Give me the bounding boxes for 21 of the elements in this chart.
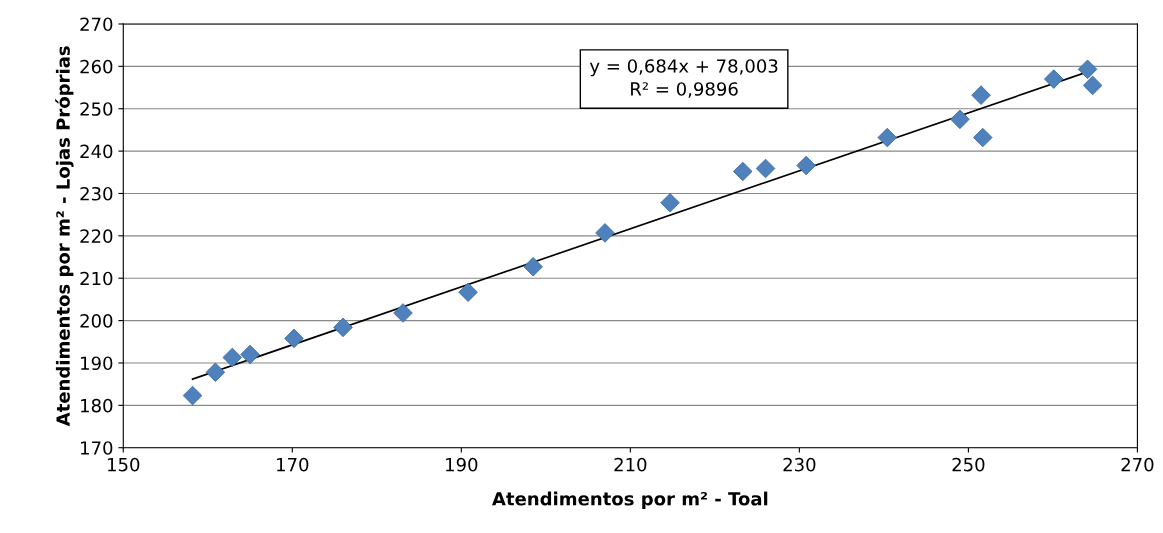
y-tick-label: 270 — [80, 17, 113, 32]
y-tick-label: 230 — [80, 186, 113, 201]
y-tick-label: 260 — [80, 59, 113, 74]
y-tick-label: 170 — [81, 441, 113, 455]
y-tick-label: 210 — [80, 271, 113, 286]
x-tick-label: 270 — [1121, 457, 1154, 472]
y-tick-label: 240 — [80, 144, 113, 159]
x-tick-label: 250 — [952, 457, 985, 472]
x-axis-title: Atendimentos por m² - Toal — [492, 491, 768, 510]
y-axis-title: Atendimentos por m² - Lojas Próprias — [55, 46, 74, 427]
y-tick-label: 250 — [80, 102, 113, 116]
y-tick-label: 200 — [80, 314, 113, 328]
y-tick-label: 220 — [80, 229, 113, 243]
x-tick-label: 230 — [783, 457, 816, 472]
y-tick-label: 180 — [81, 398, 113, 413]
annotation: y = 0,684x + 78,003 R² = 0,9896 — [589, 59, 778, 98]
x-tick-label: 210 — [614, 457, 647, 472]
x-tick-label: 150 — [108, 457, 140, 472]
x-tick-label: 170 — [277, 457, 309, 472]
y-tick-label: 190 — [81, 356, 113, 371]
x-tick-label: 190 — [446, 457, 478, 472]
